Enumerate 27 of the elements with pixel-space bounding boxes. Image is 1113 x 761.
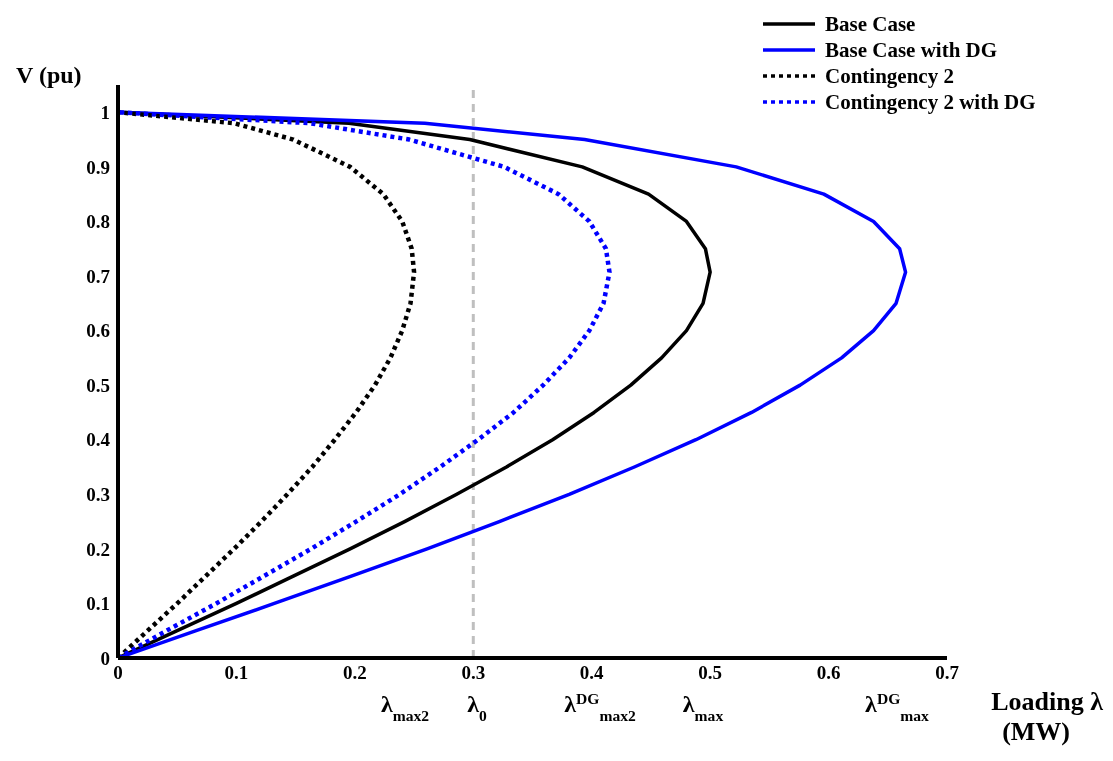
text: λ$_{max}$ [682,691,724,724]
y-tick-label: 0.5 [86,374,110,396]
text: λ$_{max2}$ [380,691,430,724]
y-tick-label: 0.6 [86,320,110,342]
legend-label: Contingency 2 [825,64,954,88]
y-tick-label: 0.4 [86,429,111,451]
x-tick-label: 0.3 [461,662,486,684]
y-tick-label: 0 [100,647,110,669]
y-tick-label: 0.3 [86,484,110,506]
x-axis-title: Loading λ (MW) [991,687,1104,746]
y-tick-label: 0.7 [86,265,111,287]
x-tick-label: 0.4 [579,662,605,684]
x-tick-label: 0.7 [935,662,960,684]
text: λ$_{0}$ [467,691,487,724]
legend-label: Base Case with DG [825,38,998,62]
legend-label: Contingency 2 with DG [825,90,1036,114]
y-tick-label: 0.8 [86,211,110,233]
y-tick-label: 0.2 [86,538,110,560]
x-tick-label: 0.1 [224,662,249,684]
y-tick-label: 0.9 [86,156,110,178]
y-tick-label: 1 [100,102,110,124]
y-axis-title: V (pu) [16,62,82,88]
x-tick-label: 0.5 [698,662,723,684]
x-tick-label: 0.6 [816,662,841,684]
x-tick-label: 0.2 [342,662,367,684]
y-tick-label: 0.1 [86,593,110,615]
legend-label: Base Case [825,12,916,36]
